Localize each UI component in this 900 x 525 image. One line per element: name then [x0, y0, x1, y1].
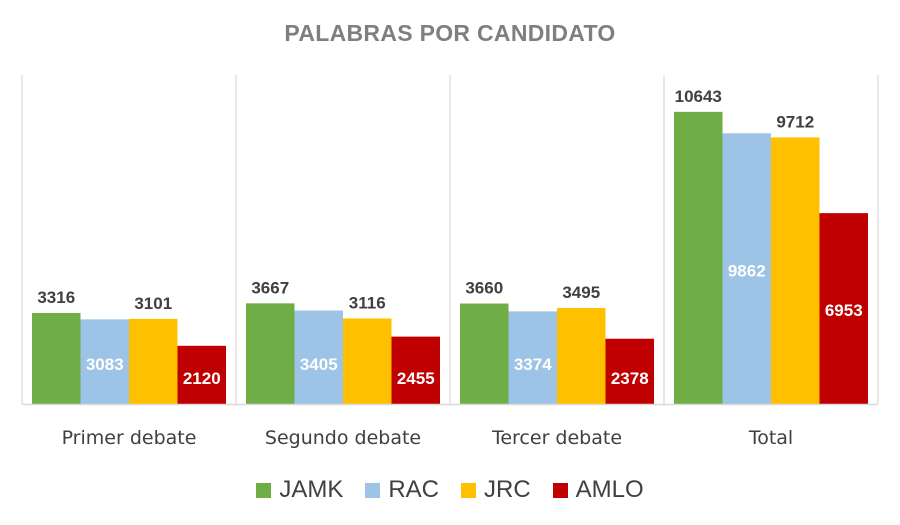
legend-swatch: [461, 482, 476, 498]
bar-jrc-0: [129, 318, 178, 404]
data-label-rac-1: 3405: [300, 355, 338, 374]
data-label-jrc-2: 3495: [562, 283, 600, 302]
bar-amlo-0: [177, 345, 226, 404]
bar-rac-0: [80, 319, 129, 404]
legend-label: RAC: [388, 476, 439, 503]
data-label-jrc-1: 3116: [349, 293, 386, 312]
data-label-amlo-1: 2455: [397, 369, 435, 388]
legend-swatch: [365, 482, 381, 498]
legend-swatch: [552, 482, 568, 498]
data-label-amlo-2: 2378: [611, 369, 649, 388]
legend-item-jrc: JRC: [461, 476, 531, 504]
bar-jamk-2: [460, 303, 509, 404]
data-label-amlo-3: 6953: [825, 301, 863, 320]
bar-rac-1: [294, 310, 343, 404]
category-label-0: Primer debate: [62, 427, 197, 449]
legend: JAMK RAC JRC AMLO: [0, 472, 900, 508]
data-label-amlo-0: 2120: [183, 369, 221, 388]
legend-label: JRC: [484, 476, 531, 503]
bar-jrc-2: [557, 308, 606, 404]
data-label-rac-2: 3374: [514, 355, 552, 374]
bar-jamk-1: [246, 303, 295, 404]
category-label-3: Total: [748, 427, 793, 449]
bar-amlo-3: [819, 213, 868, 404]
data-label-jrc-3: 9712: [776, 112, 814, 131]
legend-item-jamk: JAMK: [256, 476, 343, 504]
bar-amlo-2: [605, 338, 654, 404]
bar-jamk-3: [674, 111, 723, 405]
data-label-jamk-2: 3660: [465, 279, 503, 298]
chart-title: PALABRAS POR CANDIDATO: [284, 20, 616, 46]
data-label-jamk-1: 3667: [251, 278, 289, 297]
bar-amlo-1: [391, 336, 440, 404]
bar-jrc-3: [771, 137, 820, 405]
legend-label: AMLO: [575, 476, 644, 503]
category-label-2: Tercer debate: [491, 427, 622, 449]
bar-jrc-1: [343, 318, 392, 404]
legend-item-rac: RAC: [365, 476, 439, 504]
data-label-rac-3: 9862: [728, 261, 766, 280]
bar-rac-3: [722, 133, 771, 405]
data-label-jrc-0: 3101: [134, 294, 172, 313]
category-label-1: Segundo debate: [265, 427, 421, 449]
legend-item-amlo: AMLO: [552, 476, 644, 504]
data-label-jamk-3: 10643: [675, 87, 722, 106]
legend-swatch: [256, 482, 272, 498]
bar-jamk-0: [32, 312, 81, 404]
data-label-jamk-0: 3316: [37, 288, 75, 307]
legend-label: JAMK: [279, 476, 344, 503]
bar-rac-2: [508, 311, 557, 404]
data-label-rac-0: 3083: [86, 355, 124, 374]
